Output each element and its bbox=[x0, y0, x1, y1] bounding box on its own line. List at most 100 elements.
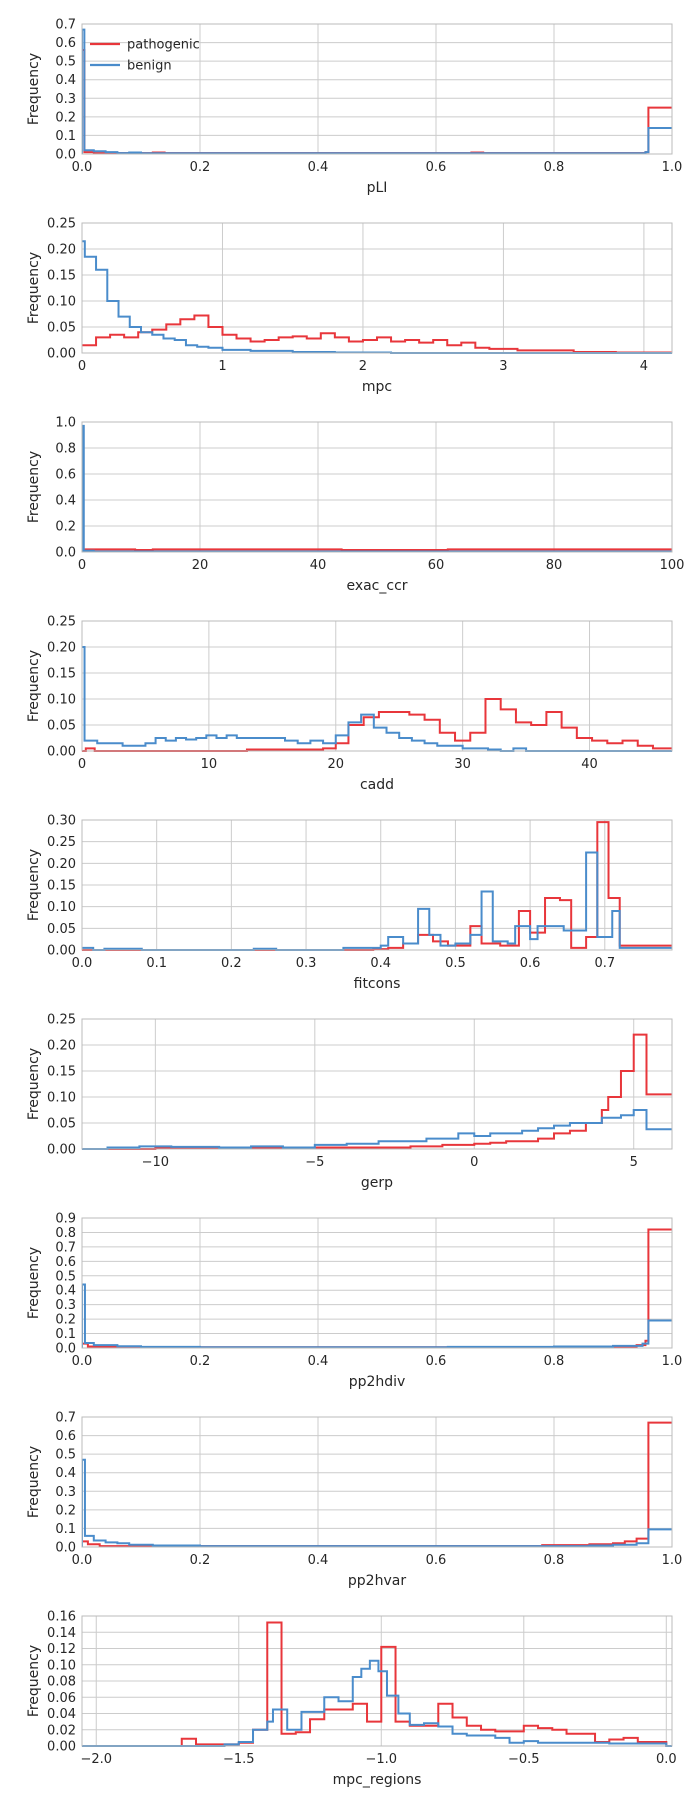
panel-pLI: 0.0 0.1 0.2 0.3 0.4 0.5 0.6 0.7 0.0 0.2 0.4 0.6 0.8 1… bbox=[26, 18, 682, 197]
x-tick-label: 0.8 bbox=[544, 160, 565, 175]
y-tick-label: 0.0 bbox=[55, 1541, 76, 1556]
x-axis-label: exac_ccr bbox=[346, 578, 407, 594]
x-tick-label: 0.6 bbox=[426, 160, 447, 175]
series-line-pathogenic bbox=[82, 1033, 672, 1150]
x-tick-label: 0.6 bbox=[426, 1553, 447, 1568]
x-tick-label: 20 bbox=[327, 757, 344, 772]
y-tick-label: 0.04 bbox=[47, 1707, 76, 1722]
y-tick-label: 0.6 bbox=[55, 1255, 76, 1270]
series-line-benign bbox=[82, 28, 672, 155]
x-axis-label: mpc bbox=[362, 379, 392, 395]
y-axis-label: Frequency bbox=[26, 1645, 42, 1717]
x-tick-label: 10 bbox=[201, 757, 218, 772]
y-axis-label: Frequency bbox=[26, 252, 42, 324]
panel-pp2hvar: 0.0 0.1 0.2 0.3 0.4 0.5 0.6 0.7 0.0 0.2 0.4 0.6 0.8 1… bbox=[26, 1411, 682, 1590]
series-line-pathogenic bbox=[82, 548, 672, 552]
x-tick-label: 3 bbox=[499, 359, 507, 374]
x-tick-label: 0.0 bbox=[72, 1553, 93, 1568]
y-tick-label: 0.25 bbox=[47, 1013, 76, 1028]
axes-frame bbox=[81, 23, 673, 155]
panel-fitcons: 0.00 0.05 0.10 0.15 0.20 0.25 0.30 0.0 0.1 0.2 0.3… bbox=[26, 814, 673, 992]
x-tick-label: 0.2 bbox=[190, 1354, 211, 1369]
panel-pp2hdiv: 0.00.10.20.30.40.50.60.70.80.90.0 0.2 0.4 0… bbox=[26, 1212, 682, 1391]
x-tick-label: 0.0 bbox=[72, 1354, 93, 1369]
y-tick-label: 0.15 bbox=[47, 667, 76, 682]
y-tick-label: 0.25 bbox=[47, 835, 76, 850]
x-axis-label: cadd bbox=[360, 777, 394, 793]
series-line-benign bbox=[82, 851, 672, 951]
x-tick-label: 0.2 bbox=[190, 1553, 211, 1568]
x-tick-label: 0.1 bbox=[146, 956, 167, 971]
y-tick-label: 0.8 bbox=[55, 1226, 76, 1241]
y-tick-label: 0.20 bbox=[47, 857, 76, 872]
x-tick-label: 0 bbox=[78, 558, 86, 573]
y-tick-label: 0.7 bbox=[55, 18, 76, 33]
x-axis-label: pLI bbox=[367, 180, 388, 196]
y-axis-label: Frequency bbox=[26, 1446, 42, 1518]
x-tick-label: 4 bbox=[640, 359, 648, 374]
axes-frame bbox=[81, 1217, 673, 1349]
x-tick-label: 0 bbox=[470, 1155, 478, 1170]
x-tick-label: −1.0 bbox=[365, 1752, 397, 1767]
legend: pathogenic benign bbox=[90, 38, 200, 74]
y-axis-label: Frequency bbox=[26, 1048, 42, 1120]
y-tick-label: 0.10 bbox=[47, 1091, 76, 1106]
series-line-benign bbox=[82, 1458, 672, 1548]
x-tick-label: −0.5 bbox=[508, 1752, 540, 1767]
y-tick-label: 0.10 bbox=[47, 693, 76, 708]
y-tick-label: 0.1 bbox=[55, 1522, 76, 1537]
y-axis-label: Frequency bbox=[26, 650, 42, 722]
y-tick-label: 0.4 bbox=[55, 1466, 76, 1481]
x-tick-label: 0.3 bbox=[296, 956, 317, 971]
x-axis-label: fitcons bbox=[354, 976, 401, 992]
y-tick-label: 0.00 bbox=[47, 1143, 76, 1158]
series-line-pathogenic bbox=[82, 698, 672, 752]
x-axis-label: pp2hdiv bbox=[349, 1374, 406, 1390]
series-line-pathogenic bbox=[82, 1421, 672, 1548]
y-tick-label: 0.25 bbox=[47, 615, 76, 630]
y-tick-label: 0.9 bbox=[55, 1212, 76, 1227]
series-line-pathogenic bbox=[82, 1621, 672, 1747]
y-tick-label: 0.08 bbox=[47, 1675, 76, 1690]
x-tick-label: 0.0 bbox=[656, 1752, 677, 1767]
y-tick-label: 0.2 bbox=[55, 110, 76, 125]
y-axis-label: Frequency bbox=[26, 53, 42, 125]
y-tick-label: 0.14 bbox=[47, 1626, 76, 1641]
y-tick-label: 0.00 bbox=[47, 1740, 76, 1755]
x-tick-label: 0 bbox=[78, 757, 86, 772]
series-line-pathogenic bbox=[82, 314, 672, 354]
x-tick-label: 0.2 bbox=[190, 160, 211, 175]
y-tick-label: 0.2 bbox=[55, 1313, 76, 1328]
y-tick-label: 0.10 bbox=[47, 295, 76, 310]
axes-frame bbox=[81, 1018, 673, 1150]
y-tick-label: 0.7 bbox=[55, 1411, 76, 1426]
x-tick-label: 0.4 bbox=[308, 1354, 329, 1369]
y-tick-label: 0.15 bbox=[47, 879, 76, 894]
x-tick-label: 0.8 bbox=[544, 1553, 565, 1568]
y-tick-label: 0.2 bbox=[55, 520, 76, 535]
y-tick-label: 0.15 bbox=[47, 1065, 76, 1080]
y-tick-label: 0.0 bbox=[55, 546, 76, 561]
x-tick-label: 5 bbox=[630, 1155, 638, 1170]
x-tick-label: 1.0 bbox=[662, 160, 683, 175]
y-tick-label: 0.10 bbox=[47, 900, 76, 915]
x-tick-label: 0.0 bbox=[72, 956, 93, 971]
y-tick-label: 0.5 bbox=[55, 1269, 76, 1284]
y-tick-label: 0.00 bbox=[47, 944, 76, 959]
x-tick-label: 40 bbox=[581, 757, 598, 772]
y-tick-label: 0.3 bbox=[55, 1485, 76, 1500]
y-tick-label: 0.5 bbox=[55, 55, 76, 70]
x-tick-label: 2 bbox=[359, 359, 367, 374]
y-tick-label: 0.4 bbox=[55, 73, 76, 88]
x-tick-label: 0.4 bbox=[370, 956, 391, 971]
y-tick-label: 0.02 bbox=[47, 1723, 76, 1738]
y-tick-label: 0.3 bbox=[55, 92, 76, 107]
x-axis-label: mpc_regions bbox=[333, 1772, 422, 1788]
y-tick-label: 0.12 bbox=[47, 1642, 76, 1657]
x-tick-label: −2.0 bbox=[80, 1752, 112, 1767]
y-tick-label: 0.6 bbox=[55, 468, 76, 483]
panel-exac_ccr: 0.0 0.2 0.4 0.6 0.8 1.0 0 20 40 60 80 100 exac_ccr Fr… bbox=[26, 416, 684, 595]
y-tick-label: 0.05 bbox=[47, 922, 76, 937]
axes-frame bbox=[81, 620, 673, 752]
x-tick-label: 0.6 bbox=[520, 956, 541, 971]
